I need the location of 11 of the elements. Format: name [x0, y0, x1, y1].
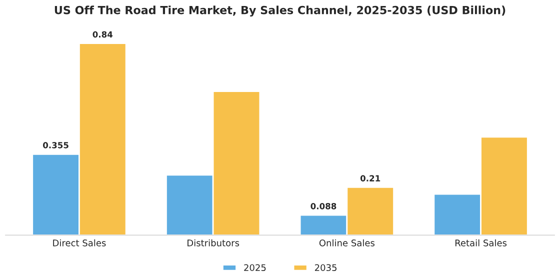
chart-title: US Off The Road Tire Market, By Sales Channel, 2025-2035 (USD Billion) [54, 6, 506, 17]
data-label: 0.355 [43, 142, 68, 148]
x-tick-label: Distributors [188, 239, 240, 246]
data-label: 0.84 [92, 31, 113, 38]
x-tick-label: Online Sales [319, 239, 374, 246]
x-tick-label: Retail Sales [455, 239, 507, 246]
x-tick-label: Direct Sales [53, 239, 106, 246]
legend-label: 2025 [244, 264, 266, 272]
data-label: 0.088 [310, 203, 336, 210]
data-label: 0.21 [360, 175, 380, 182]
legend-label: 2035 [314, 264, 336, 272]
